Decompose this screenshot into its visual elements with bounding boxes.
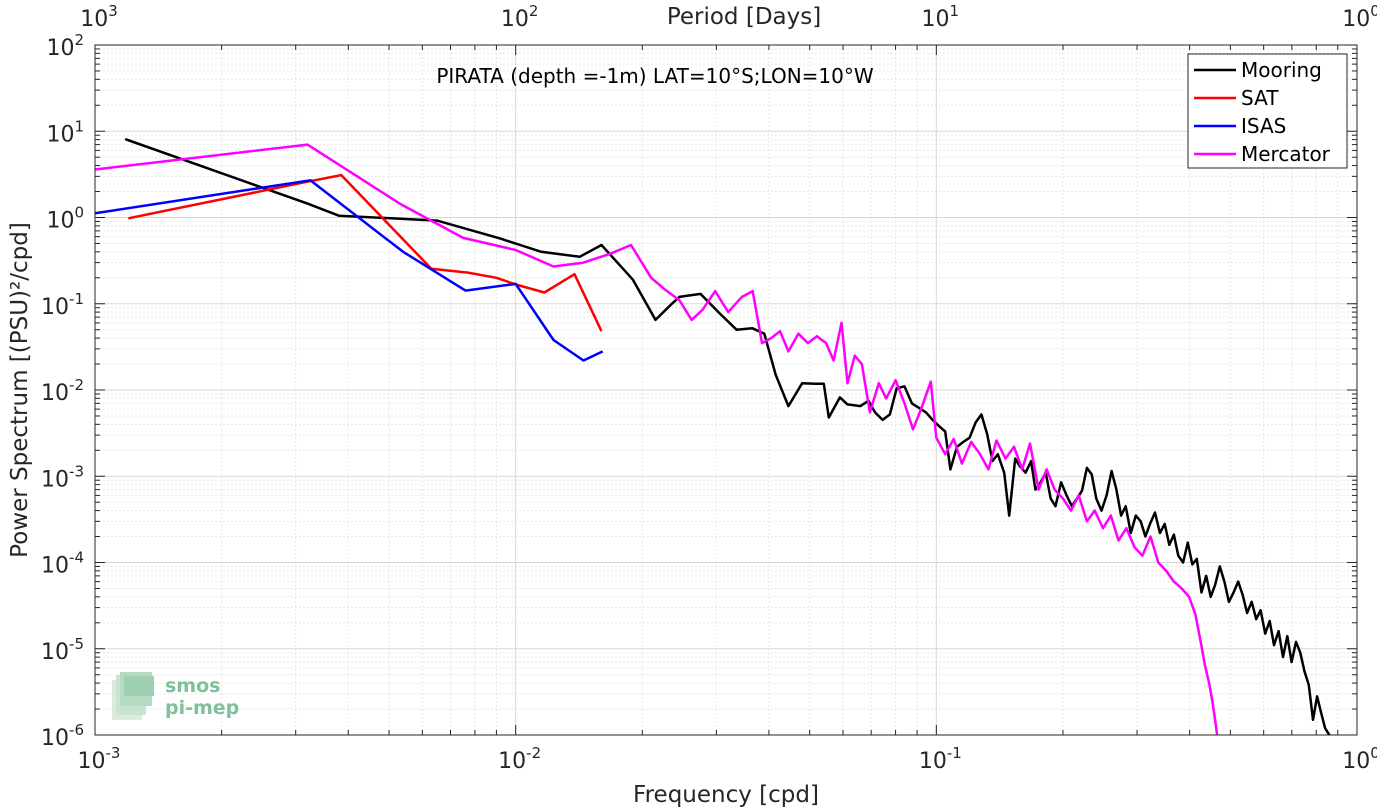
legend: Mooring SAT ISAS Mercator	[1187, 53, 1348, 169]
legend-label-mercator: Mercator	[1241, 142, 1331, 166]
y-tick-label: 10-1	[41, 290, 84, 320]
x-axis-title: Frequency [cpd]	[633, 782, 819, 808]
logo-line-2: pi-mep	[165, 697, 239, 719]
grid	[94, 44, 1358, 736]
y-tick-label: 10-3	[41, 462, 84, 492]
y-tick-label: 10-5	[41, 635, 84, 665]
top-tick-label: 102	[501, 2, 539, 32]
x-tick-label: 10-3	[78, 744, 121, 774]
x-tick-label: 100	[1342, 744, 1377, 774]
chart-annotation: PIRATA (depth =-1m) LAT=10°S;LON=10°W	[436, 64, 874, 88]
x-tick-label: 10-1	[919, 744, 962, 774]
top-axis-title: Period [Days]	[667, 4, 821, 30]
y-tick-label: 10-6	[41, 721, 84, 751]
top-tick-label: 101	[922, 2, 960, 32]
legend-box	[1187, 53, 1348, 169]
series-line-sat	[128, 173, 603, 332]
y-axis-title: Power Spectrum [(PSU)²/cpd]	[7, 222, 33, 558]
series-line-isas	[95, 179, 604, 362]
x-tick-label: 10-2	[498, 744, 541, 774]
top-tick-label: 100	[1342, 2, 1377, 32]
logo-mark-icon	[112, 672, 154, 720]
y-tick-label: 10-4	[41, 549, 84, 579]
y-tick-label: 102	[46, 31, 84, 61]
series-line-mooring	[124, 137, 1331, 735]
y-tick-label: 10-2	[41, 376, 84, 406]
smos-logo: smos pi-mep	[112, 672, 239, 720]
top-tick-label: 103	[80, 2, 118, 32]
series-layer	[95, 137, 1331, 735]
legend-label-isas: ISAS	[1241, 114, 1286, 138]
legend-label-mooring: Mooring	[1241, 58, 1322, 82]
series-line-mercator	[95, 143, 1219, 735]
y-tick-label: 101	[46, 117, 84, 147]
ticks	[94, 44, 1358, 736]
legend-label-sat: SAT	[1241, 86, 1279, 110]
y-tick-label: 100	[46, 204, 84, 234]
logo-line-1: smos	[165, 675, 220, 697]
